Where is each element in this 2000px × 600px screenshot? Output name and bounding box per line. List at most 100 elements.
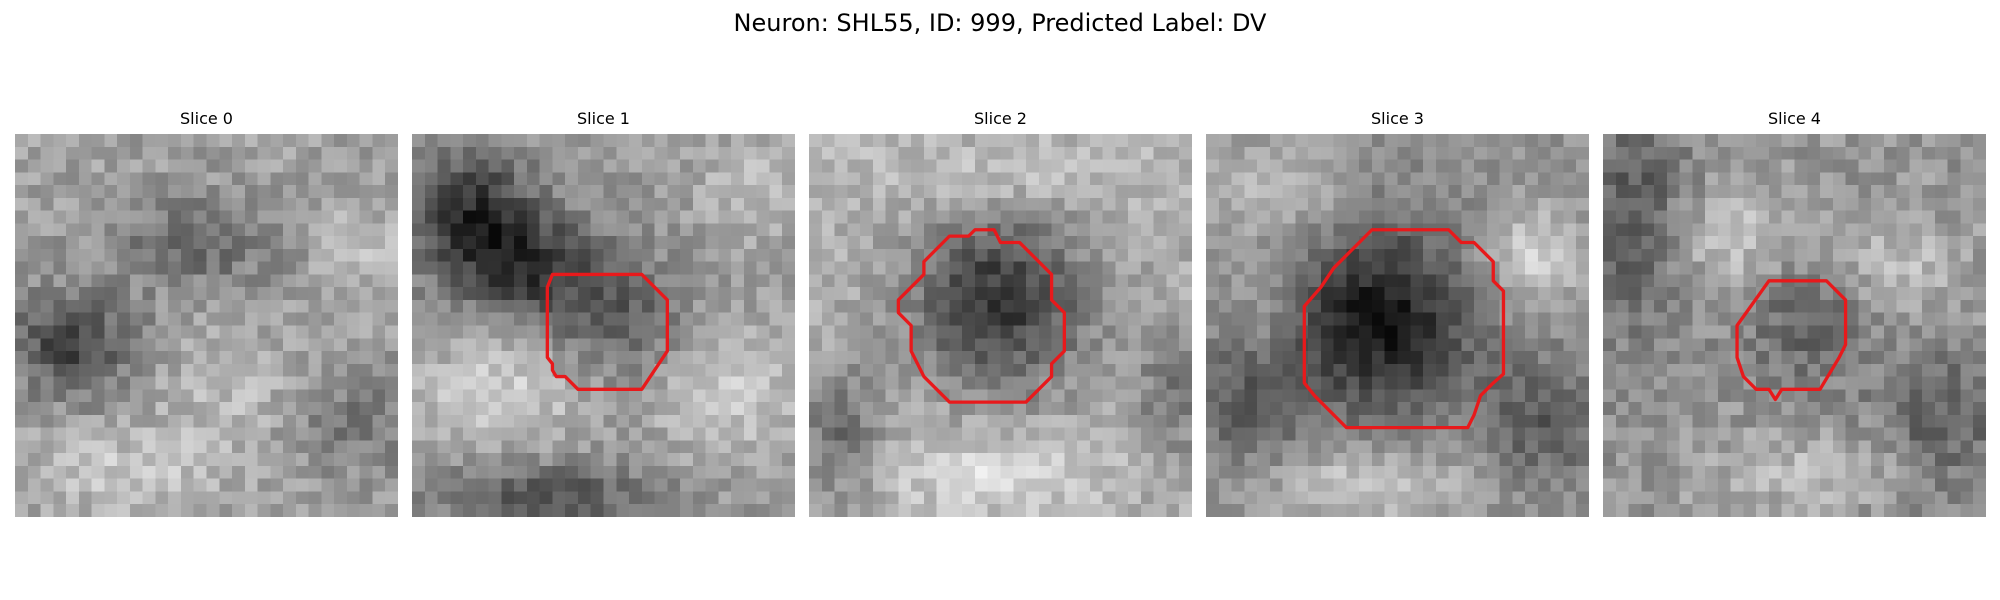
image-pixel <box>654 414 668 429</box>
image-pixel <box>1563 312 1577 327</box>
image-pixel <box>577 146 592 161</box>
image-pixel <box>1269 146 1284 161</box>
image-pixel <box>1461 363 1475 378</box>
image-pixel <box>334 185 348 199</box>
image-pixel <box>1615 414 1630 429</box>
image-pixel <box>1692 236 1706 250</box>
image-pixel <box>1883 210 1898 225</box>
image-pixel <box>412 363 426 378</box>
image-pixel <box>1089 236 1104 250</box>
image-pixel <box>1448 338 1462 352</box>
image-pixel <box>1371 299 1386 314</box>
image-pixel <box>117 146 131 161</box>
image-pixel <box>1973 325 1986 339</box>
image-pixel <box>654 491 668 505</box>
image-pixel <box>885 402 900 416</box>
image-pixel <box>1550 440 1565 454</box>
image-pixel <box>1820 248 1834 263</box>
image-pixel <box>1768 351 1783 365</box>
image-pixel <box>936 185 951 199</box>
image-pixel <box>782 248 795 263</box>
image-pixel <box>782 223 795 237</box>
image-pixel <box>654 248 668 263</box>
image-pixel <box>1461 338 1475 352</box>
image-pixel <box>936 299 951 314</box>
image-pixel <box>526 363 541 378</box>
image-pixel <box>1756 236 1770 250</box>
image-pixel <box>321 338 335 352</box>
image-pixel <box>731 504 745 517</box>
image-pixel <box>885 478 900 493</box>
image-pixel <box>552 274 566 288</box>
image-pixel <box>1641 491 1655 505</box>
image-pixel <box>898 274 912 288</box>
image-pixel <box>1269 376 1284 390</box>
image-pixel <box>488 274 503 288</box>
image-pixel <box>104 299 118 314</box>
image-pixel <box>142 440 157 454</box>
image-pixel <box>1089 159 1104 173</box>
image-pixel <box>1474 414 1488 429</box>
image-pixel <box>424 312 439 327</box>
image-pixel <box>1871 134 1885 148</box>
image-pixel <box>1717 427 1732 442</box>
image-pixel <box>1692 402 1706 416</box>
image-pixel <box>1756 465 1770 480</box>
image-pixel <box>1461 402 1475 416</box>
image-pixel <box>308 172 323 186</box>
image-pixel <box>1896 376 1911 390</box>
image-pixel <box>1410 185 1424 199</box>
image-pixel <box>1512 402 1526 416</box>
image-pixel <box>1922 172 1936 186</box>
image-pixel <box>1282 312 1297 327</box>
image-pixel <box>936 223 951 237</box>
image-pixel <box>1140 299 1155 314</box>
image-pixel <box>346 402 361 416</box>
image-pixel <box>1140 402 1155 416</box>
image-pixel <box>1333 299 1348 314</box>
image-pixel <box>206 236 220 250</box>
image-pixel <box>1257 465 1271 480</box>
image-pixel <box>987 453 1002 467</box>
image-pixel <box>1654 351 1668 365</box>
image-pixel <box>1576 427 1589 442</box>
image-pixel <box>590 146 605 161</box>
image-pixel <box>193 185 208 199</box>
image-pixel <box>1077 338 1091 352</box>
image-pixel <box>27 504 42 517</box>
image-pixel <box>809 325 823 339</box>
image-pixel <box>1756 185 1770 199</box>
image-pixel <box>1641 427 1655 442</box>
image-pixel <box>1371 465 1386 480</box>
image-pixel <box>1257 197 1271 212</box>
image-pixel <box>385 274 398 288</box>
image-pixel <box>1153 338 1168 352</box>
image-pixel <box>1486 491 1501 505</box>
image-pixel <box>334 223 348 237</box>
image-pixel <box>15 159 29 173</box>
image-pixel <box>1525 146 1539 161</box>
image-pixel <box>206 185 220 199</box>
image-pixel <box>1140 223 1155 237</box>
image-pixel <box>1807 287 1821 301</box>
image-pixel <box>232 338 246 352</box>
image-pixel <box>1371 261 1386 276</box>
image-pixel <box>180 312 195 327</box>
image-pixel <box>1883 159 1898 173</box>
image-pixel <box>1038 223 1053 237</box>
image-pixel <box>78 197 93 212</box>
image-pixel <box>731 389 745 403</box>
image-pixel <box>1218 338 1233 352</box>
image-pixel <box>1845 376 1859 390</box>
image-pixel <box>1820 325 1834 339</box>
image-pixel <box>1896 504 1911 517</box>
image-pixel <box>78 414 93 429</box>
image-pixel <box>1794 478 1808 493</box>
image-pixel <box>1730 414 1745 429</box>
image-pixel <box>1858 376 1872 390</box>
image-pixel <box>450 134 464 148</box>
image-pixel <box>1026 465 1040 480</box>
image-pixel <box>1320 376 1335 390</box>
image-pixel <box>1947 465 1962 480</box>
image-pixel <box>1883 134 1898 148</box>
